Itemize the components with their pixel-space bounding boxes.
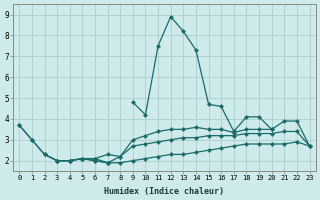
X-axis label: Humidex (Indice chaleur): Humidex (Indice chaleur) bbox=[104, 187, 224, 196]
